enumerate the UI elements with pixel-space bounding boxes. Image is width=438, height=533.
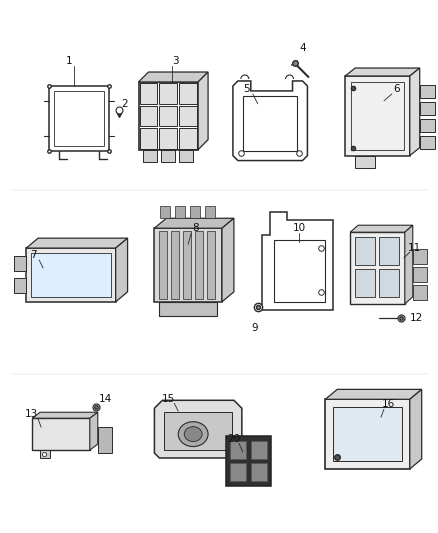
- Text: 10: 10: [293, 223, 306, 233]
- Polygon shape: [350, 232, 405, 304]
- Polygon shape: [155, 400, 242, 458]
- Polygon shape: [420, 85, 434, 98]
- Polygon shape: [140, 106, 157, 126]
- Polygon shape: [350, 225, 413, 232]
- Polygon shape: [355, 269, 375, 297]
- Polygon shape: [413, 249, 427, 264]
- Polygon shape: [155, 218, 234, 228]
- Polygon shape: [222, 218, 234, 302]
- Polygon shape: [325, 399, 410, 469]
- Polygon shape: [226, 436, 271, 486]
- Polygon shape: [345, 76, 410, 156]
- Polygon shape: [26, 238, 127, 248]
- Polygon shape: [90, 412, 98, 450]
- Polygon shape: [345, 68, 420, 76]
- Text: 3: 3: [172, 56, 179, 66]
- Polygon shape: [32, 412, 98, 418]
- Polygon shape: [205, 206, 215, 218]
- Polygon shape: [144, 150, 157, 161]
- Polygon shape: [183, 231, 191, 299]
- Text: 7: 7: [30, 250, 36, 260]
- Text: 11: 11: [408, 243, 421, 253]
- Polygon shape: [98, 427, 112, 453]
- Polygon shape: [179, 83, 197, 103]
- Polygon shape: [325, 389, 422, 399]
- Polygon shape: [379, 237, 399, 265]
- Text: 12: 12: [410, 313, 424, 323]
- Text: 20: 20: [227, 434, 240, 444]
- Polygon shape: [251, 463, 267, 481]
- Polygon shape: [230, 463, 246, 481]
- Polygon shape: [161, 150, 175, 161]
- Polygon shape: [207, 231, 215, 299]
- Polygon shape: [140, 128, 157, 149]
- Polygon shape: [405, 225, 413, 304]
- Polygon shape: [155, 228, 222, 302]
- Polygon shape: [171, 231, 179, 299]
- Polygon shape: [31, 253, 111, 297]
- Polygon shape: [179, 150, 193, 161]
- Text: 13: 13: [25, 409, 38, 419]
- Polygon shape: [251, 441, 267, 459]
- Polygon shape: [159, 106, 177, 126]
- Ellipse shape: [178, 422, 208, 447]
- Text: 6: 6: [394, 84, 400, 94]
- Text: 2: 2: [121, 99, 128, 109]
- Polygon shape: [116, 238, 127, 302]
- Polygon shape: [413, 285, 427, 300]
- Polygon shape: [198, 72, 208, 150]
- Polygon shape: [14, 256, 26, 271]
- Polygon shape: [410, 68, 420, 156]
- Polygon shape: [355, 237, 375, 265]
- Polygon shape: [138, 72, 208, 82]
- Polygon shape: [140, 83, 157, 103]
- Polygon shape: [355, 156, 375, 167]
- Polygon shape: [159, 128, 177, 149]
- Polygon shape: [420, 119, 434, 132]
- Polygon shape: [40, 450, 50, 458]
- Polygon shape: [179, 106, 197, 126]
- Polygon shape: [420, 136, 434, 149]
- Polygon shape: [420, 102, 434, 115]
- Polygon shape: [32, 418, 90, 450]
- Polygon shape: [160, 206, 170, 218]
- Polygon shape: [195, 231, 203, 299]
- Polygon shape: [175, 206, 185, 218]
- Text: 15: 15: [162, 394, 175, 405]
- Polygon shape: [190, 206, 200, 218]
- Polygon shape: [179, 128, 197, 149]
- Polygon shape: [413, 267, 427, 282]
- Polygon shape: [379, 269, 399, 297]
- Polygon shape: [333, 407, 402, 461]
- Ellipse shape: [184, 426, 202, 441]
- Polygon shape: [26, 248, 116, 302]
- Text: 1: 1: [66, 56, 72, 66]
- Polygon shape: [230, 441, 246, 459]
- Text: 14: 14: [99, 394, 113, 405]
- Text: 5: 5: [244, 84, 250, 94]
- Polygon shape: [14, 278, 26, 293]
- Text: 4: 4: [299, 43, 306, 53]
- Text: 16: 16: [382, 399, 396, 409]
- Polygon shape: [410, 389, 422, 469]
- Polygon shape: [159, 83, 177, 103]
- Polygon shape: [164, 412, 232, 450]
- Polygon shape: [159, 302, 217, 316]
- Text: 8: 8: [192, 223, 198, 233]
- Polygon shape: [159, 231, 167, 299]
- Text: 9: 9: [251, 322, 258, 333]
